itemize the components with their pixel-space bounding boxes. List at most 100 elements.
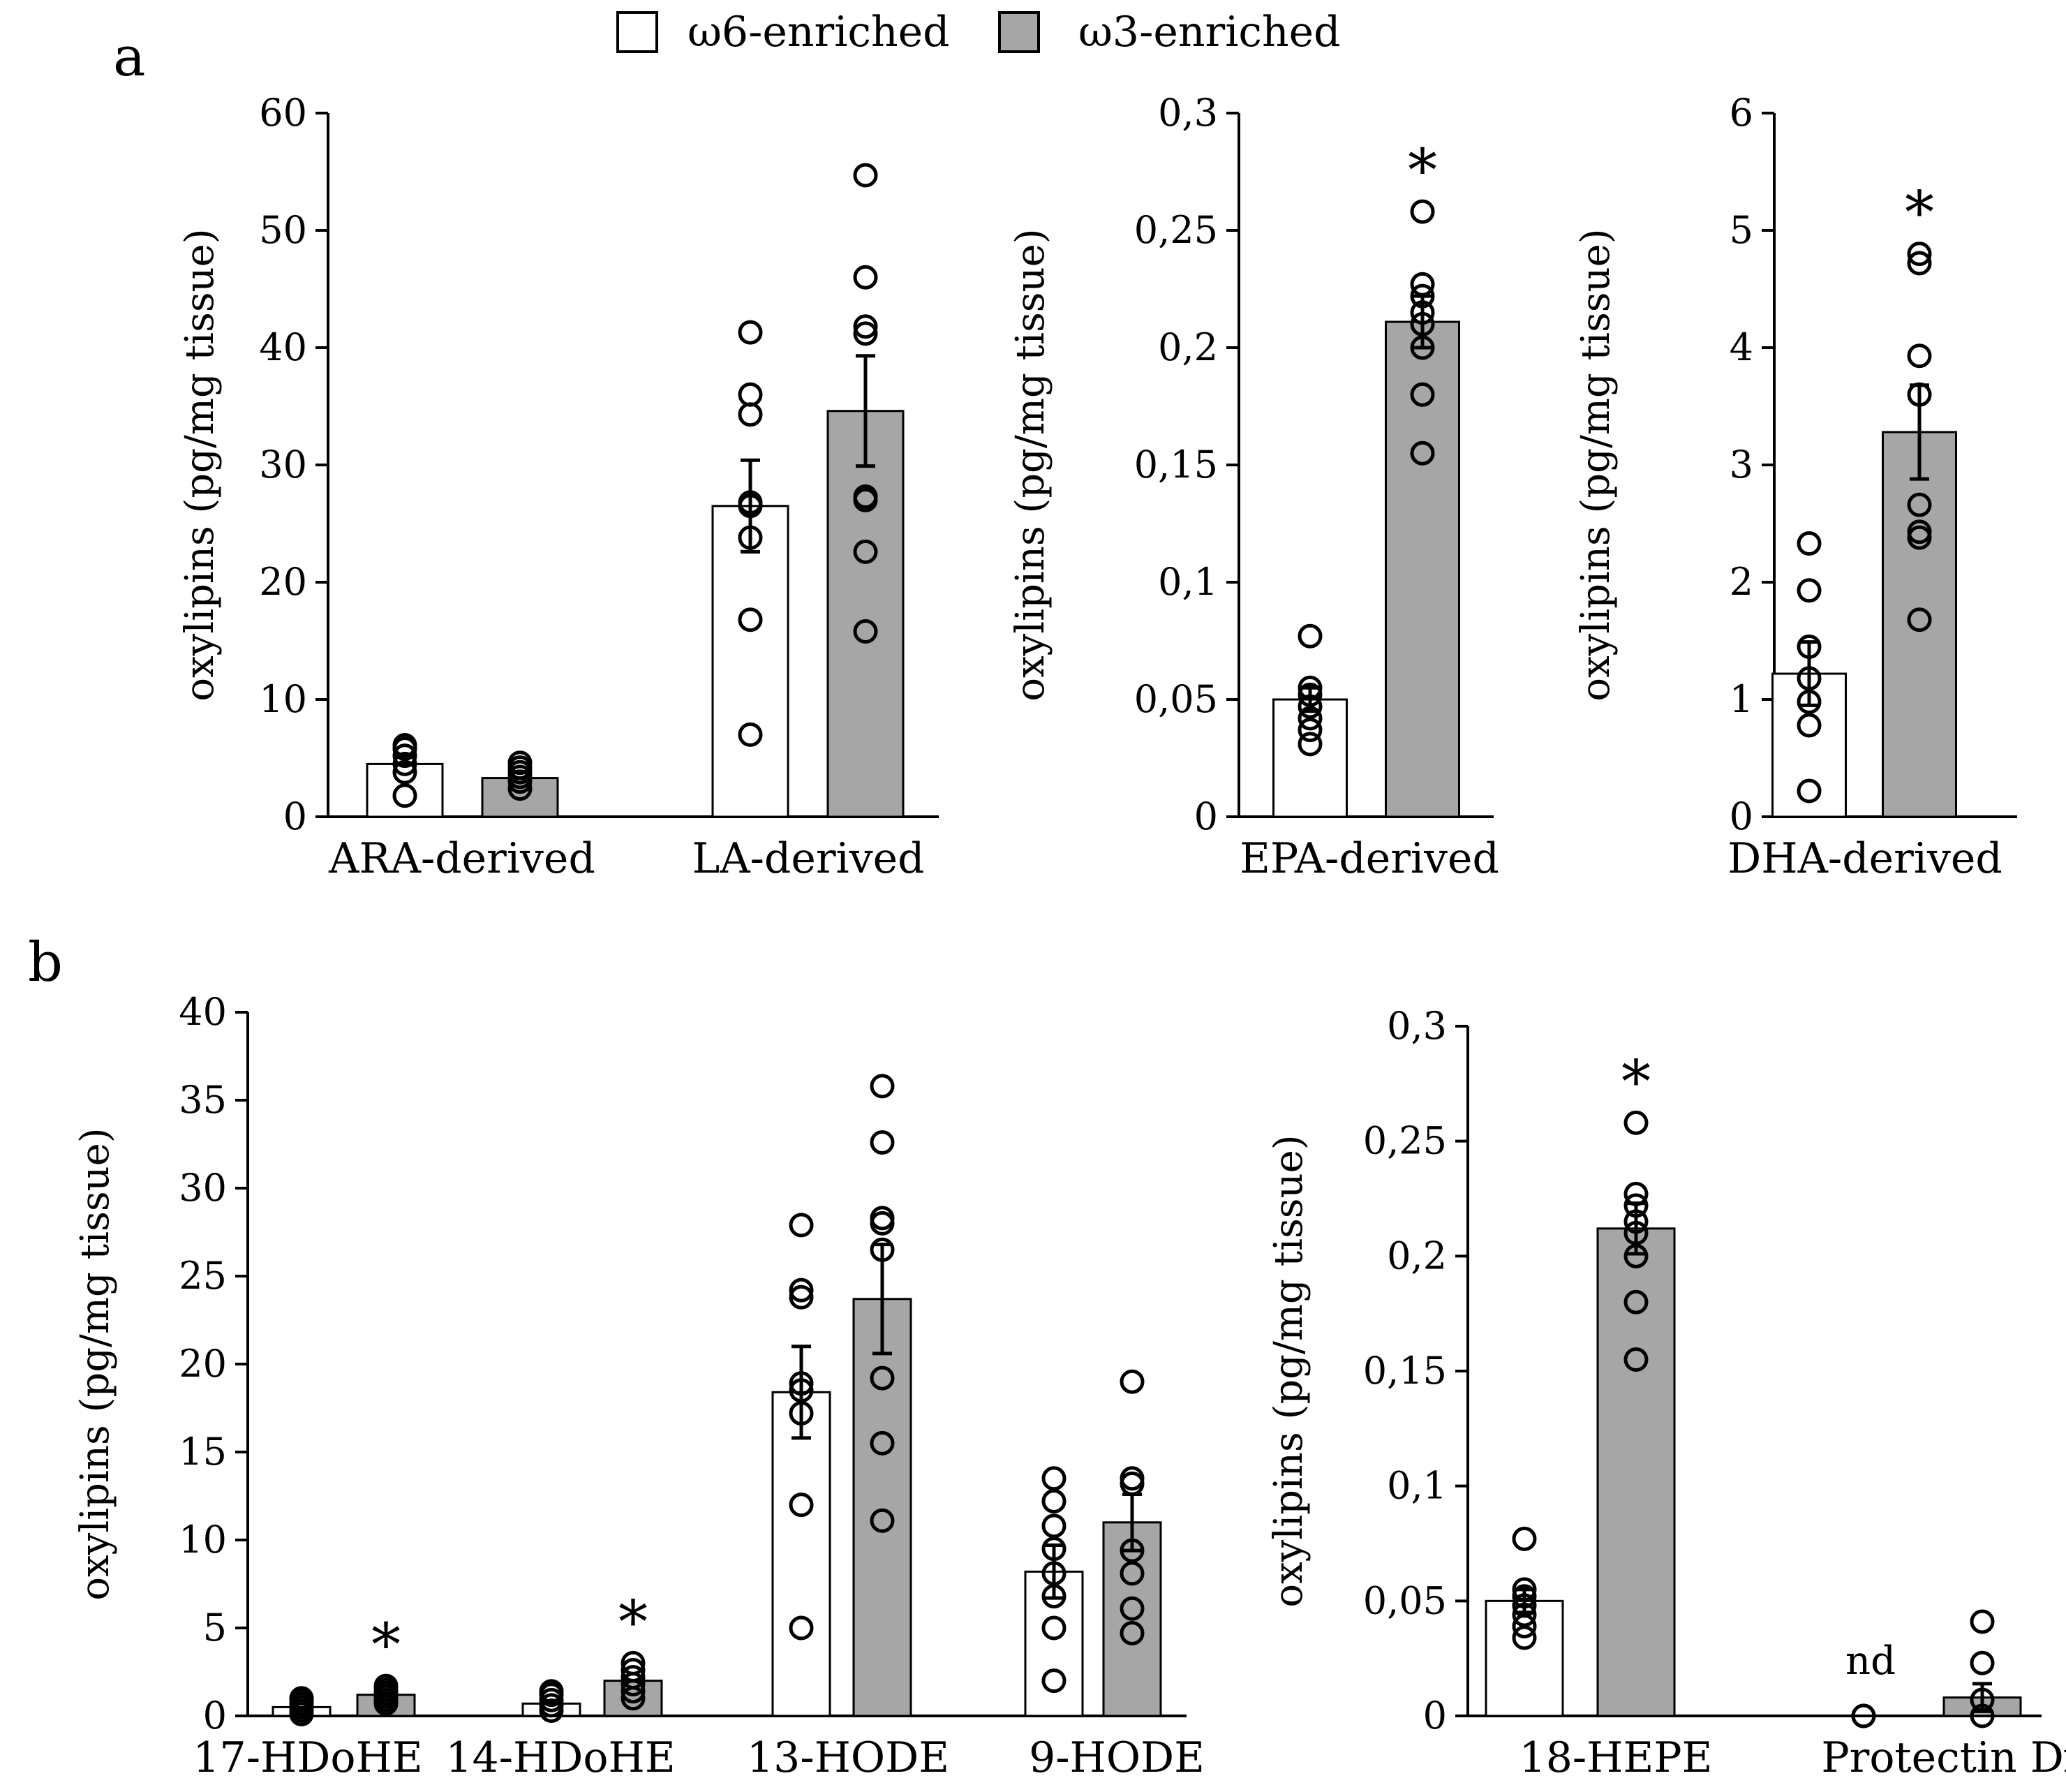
legend-swatch-w3	[998, 11, 1040, 53]
data-point	[1970, 1687, 1995, 1712]
y-tick-label: 0,15	[1134, 443, 1218, 487]
data-point	[853, 314, 878, 339]
y-tick-label: 35	[179, 1078, 227, 1122]
data-point	[1797, 713, 1822, 738]
significance-star: *	[1905, 179, 1934, 247]
data-point	[392, 760, 417, 785]
data-point	[1410, 300, 1435, 325]
data-point	[1797, 778, 1822, 804]
data-point	[1410, 199, 1435, 224]
data-point	[1623, 1289, 1649, 1315]
y-tick-label: 40	[179, 990, 227, 1034]
y-tick-label: 20	[259, 560, 307, 604]
y-tick-label: 30	[179, 1166, 227, 1210]
data-point	[1410, 335, 1435, 360]
data-point	[789, 1493, 814, 1518]
data-point	[1851, 1703, 1876, 1728]
data-point	[738, 402, 763, 427]
significance-star: *	[1621, 1047, 1651, 1116]
category-label: DHA-derived	[1727, 834, 2002, 883]
data-point	[738, 607, 763, 632]
data-point	[789, 1615, 814, 1641]
data-point	[373, 1673, 399, 1698]
data-point	[620, 1657, 646, 1682]
data-point	[738, 722, 763, 747]
bar	[1882, 431, 1957, 818]
data-point	[1797, 666, 1822, 691]
data-point	[1907, 242, 1932, 267]
data-point	[870, 1508, 895, 1533]
data-point	[1041, 1466, 1067, 1491]
data-point	[620, 1665, 646, 1690]
chart-0: 0 10 20 30 40 50 60 oxylipins (pg/mg tissue) ARA…	[177, 91, 939, 883]
y-tick-label: 0,3	[1387, 1004, 1447, 1048]
significance-star: *	[1408, 136, 1437, 205]
y-tick-label: 6	[1730, 91, 1753, 135]
y-axis-label: oxylipins (pg/mg tissue)	[177, 228, 223, 701]
y-tick-label: 0,1	[1387, 1464, 1447, 1508]
y-tick-label: 40	[259, 325, 307, 369]
data-point	[738, 490, 763, 515]
bar	[1385, 320, 1460, 818]
y-tick-label: 0	[1423, 1694, 1447, 1738]
y-tick-label: 0	[1194, 794, 1218, 838]
legend-swatch-w6	[616, 11, 658, 53]
data-point	[1298, 675, 1323, 700]
data-point	[392, 743, 417, 769]
data-point	[1041, 1668, 1067, 1694]
chart-2: 0 1 2 3 4 5 6 oxylipins (pg/mg tissue) DHA-deriv…	[1573, 91, 2017, 883]
data-point	[1410, 440, 1435, 466]
y-axis-label: oxylipins (pg/mg tissue)	[1266, 1134, 1311, 1607]
y-tick-label: 0	[203, 1694, 227, 1738]
panel-label-b: b	[28, 931, 63, 994]
y-tick-label: 0,1	[1158, 560, 1218, 604]
data-point	[289, 1686, 314, 1711]
y-tick-label: 0,2	[1387, 1234, 1447, 1278]
category-label: Protectin Dx	[1821, 1733, 2066, 1782]
data-point	[1120, 1621, 1145, 1646]
data-point	[1623, 1209, 1649, 1234]
y-tick-label: 0,15	[1363, 1349, 1447, 1393]
data-point	[1410, 272, 1435, 297]
data-point	[1970, 1703, 1995, 1728]
data-point	[1512, 1625, 1537, 1650]
data-point	[1041, 1536, 1067, 1562]
data-point	[870, 1237, 895, 1262]
data-point	[1797, 531, 1822, 556]
data-point	[1970, 1650, 1995, 1675]
data-point	[1623, 1243, 1649, 1268]
data-point	[738, 382, 763, 407]
y-tick-label: 50	[259, 208, 307, 252]
data-point	[870, 1206, 895, 1231]
y-tick-label: 4	[1730, 325, 1753, 369]
legend: ω6-enriched ω3-enriched	[616, 8, 1341, 57]
legend-label-w3: ω3-enriched	[1078, 8, 1341, 57]
data-point	[539, 1679, 564, 1704]
data-point	[1410, 382, 1435, 407]
data-point	[870, 1130, 895, 1155]
data-point	[1298, 706, 1323, 731]
legend-label-w6: ω6-enriched	[688, 8, 950, 57]
y-tick-label: 30	[259, 443, 307, 487]
y-tick-label: 5	[1730, 208, 1753, 252]
data-point	[1041, 1513, 1067, 1539]
y-tick-label: 0,3	[1158, 91, 1218, 135]
y-tick-label: 3	[1730, 443, 1753, 487]
y-tick-label: 15	[179, 1430, 227, 1474]
y-tick-label: 0,25	[1363, 1119, 1447, 1163]
nd-label: nd	[1845, 1638, 1896, 1684]
y-tick-label: 0,2	[1158, 325, 1218, 369]
y-tick-label: 10	[259, 677, 307, 721]
bar	[711, 505, 789, 818]
data-point	[789, 1213, 814, 1238]
bar	[852, 1298, 912, 1717]
bar	[366, 762, 444, 818]
data-point	[853, 321, 878, 346]
data-point	[1623, 1193, 1649, 1218]
data-point	[789, 1278, 814, 1303]
data-point	[1623, 1347, 1649, 1372]
data-point	[1907, 492, 1932, 517]
data-point	[853, 484, 878, 509]
